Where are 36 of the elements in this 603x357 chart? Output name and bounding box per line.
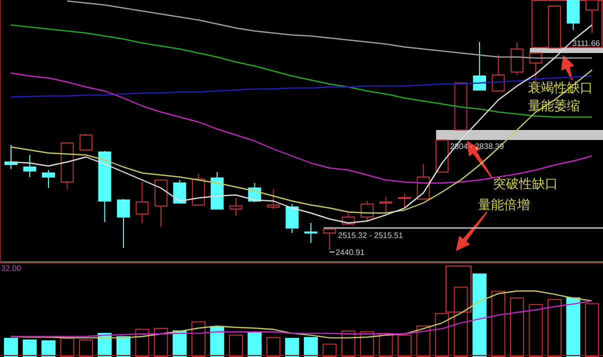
bar bbox=[398, 334, 412, 357]
text: 32.00 bbox=[1, 264, 22, 273]
bar bbox=[341, 330, 356, 357]
bar bbox=[60, 338, 74, 357]
bar bbox=[210, 326, 224, 357]
bar bbox=[472, 274, 487, 357]
bar bbox=[41, 340, 56, 357]
band-label: 3111.66 bbox=[572, 39, 601, 48]
annotation: 2440.91 bbox=[336, 248, 366, 257]
bar bbox=[266, 337, 280, 357]
bar bbox=[285, 338, 300, 357]
bar bbox=[191, 321, 206, 357]
bar bbox=[454, 286, 468, 357]
bar bbox=[304, 337, 318, 357]
bar bbox=[566, 297, 580, 357]
annotation: 突破性缺口 bbox=[493, 176, 558, 191]
bar bbox=[510, 297, 524, 357]
bar bbox=[248, 332, 262, 357]
bar bbox=[4, 338, 18, 357]
bar bbox=[22, 340, 37, 357]
bar bbox=[435, 313, 450, 357]
annotation: 量能倍增 bbox=[478, 197, 530, 212]
bar bbox=[416, 325, 430, 357]
bar bbox=[548, 299, 562, 357]
bar bbox=[360, 331, 374, 357]
bar bbox=[528, 304, 543, 357]
bar bbox=[322, 344, 337, 357]
bar bbox=[228, 334, 243, 357]
bar bbox=[135, 328, 150, 357]
bar bbox=[116, 336, 130, 357]
bar bbox=[78, 340, 93, 357]
bar bbox=[154, 328, 168, 357]
annotation: 2515.32 - 2515.51 bbox=[338, 231, 404, 240]
bar bbox=[585, 303, 599, 357]
bar bbox=[378, 332, 393, 357]
bar bbox=[491, 290, 506, 357]
